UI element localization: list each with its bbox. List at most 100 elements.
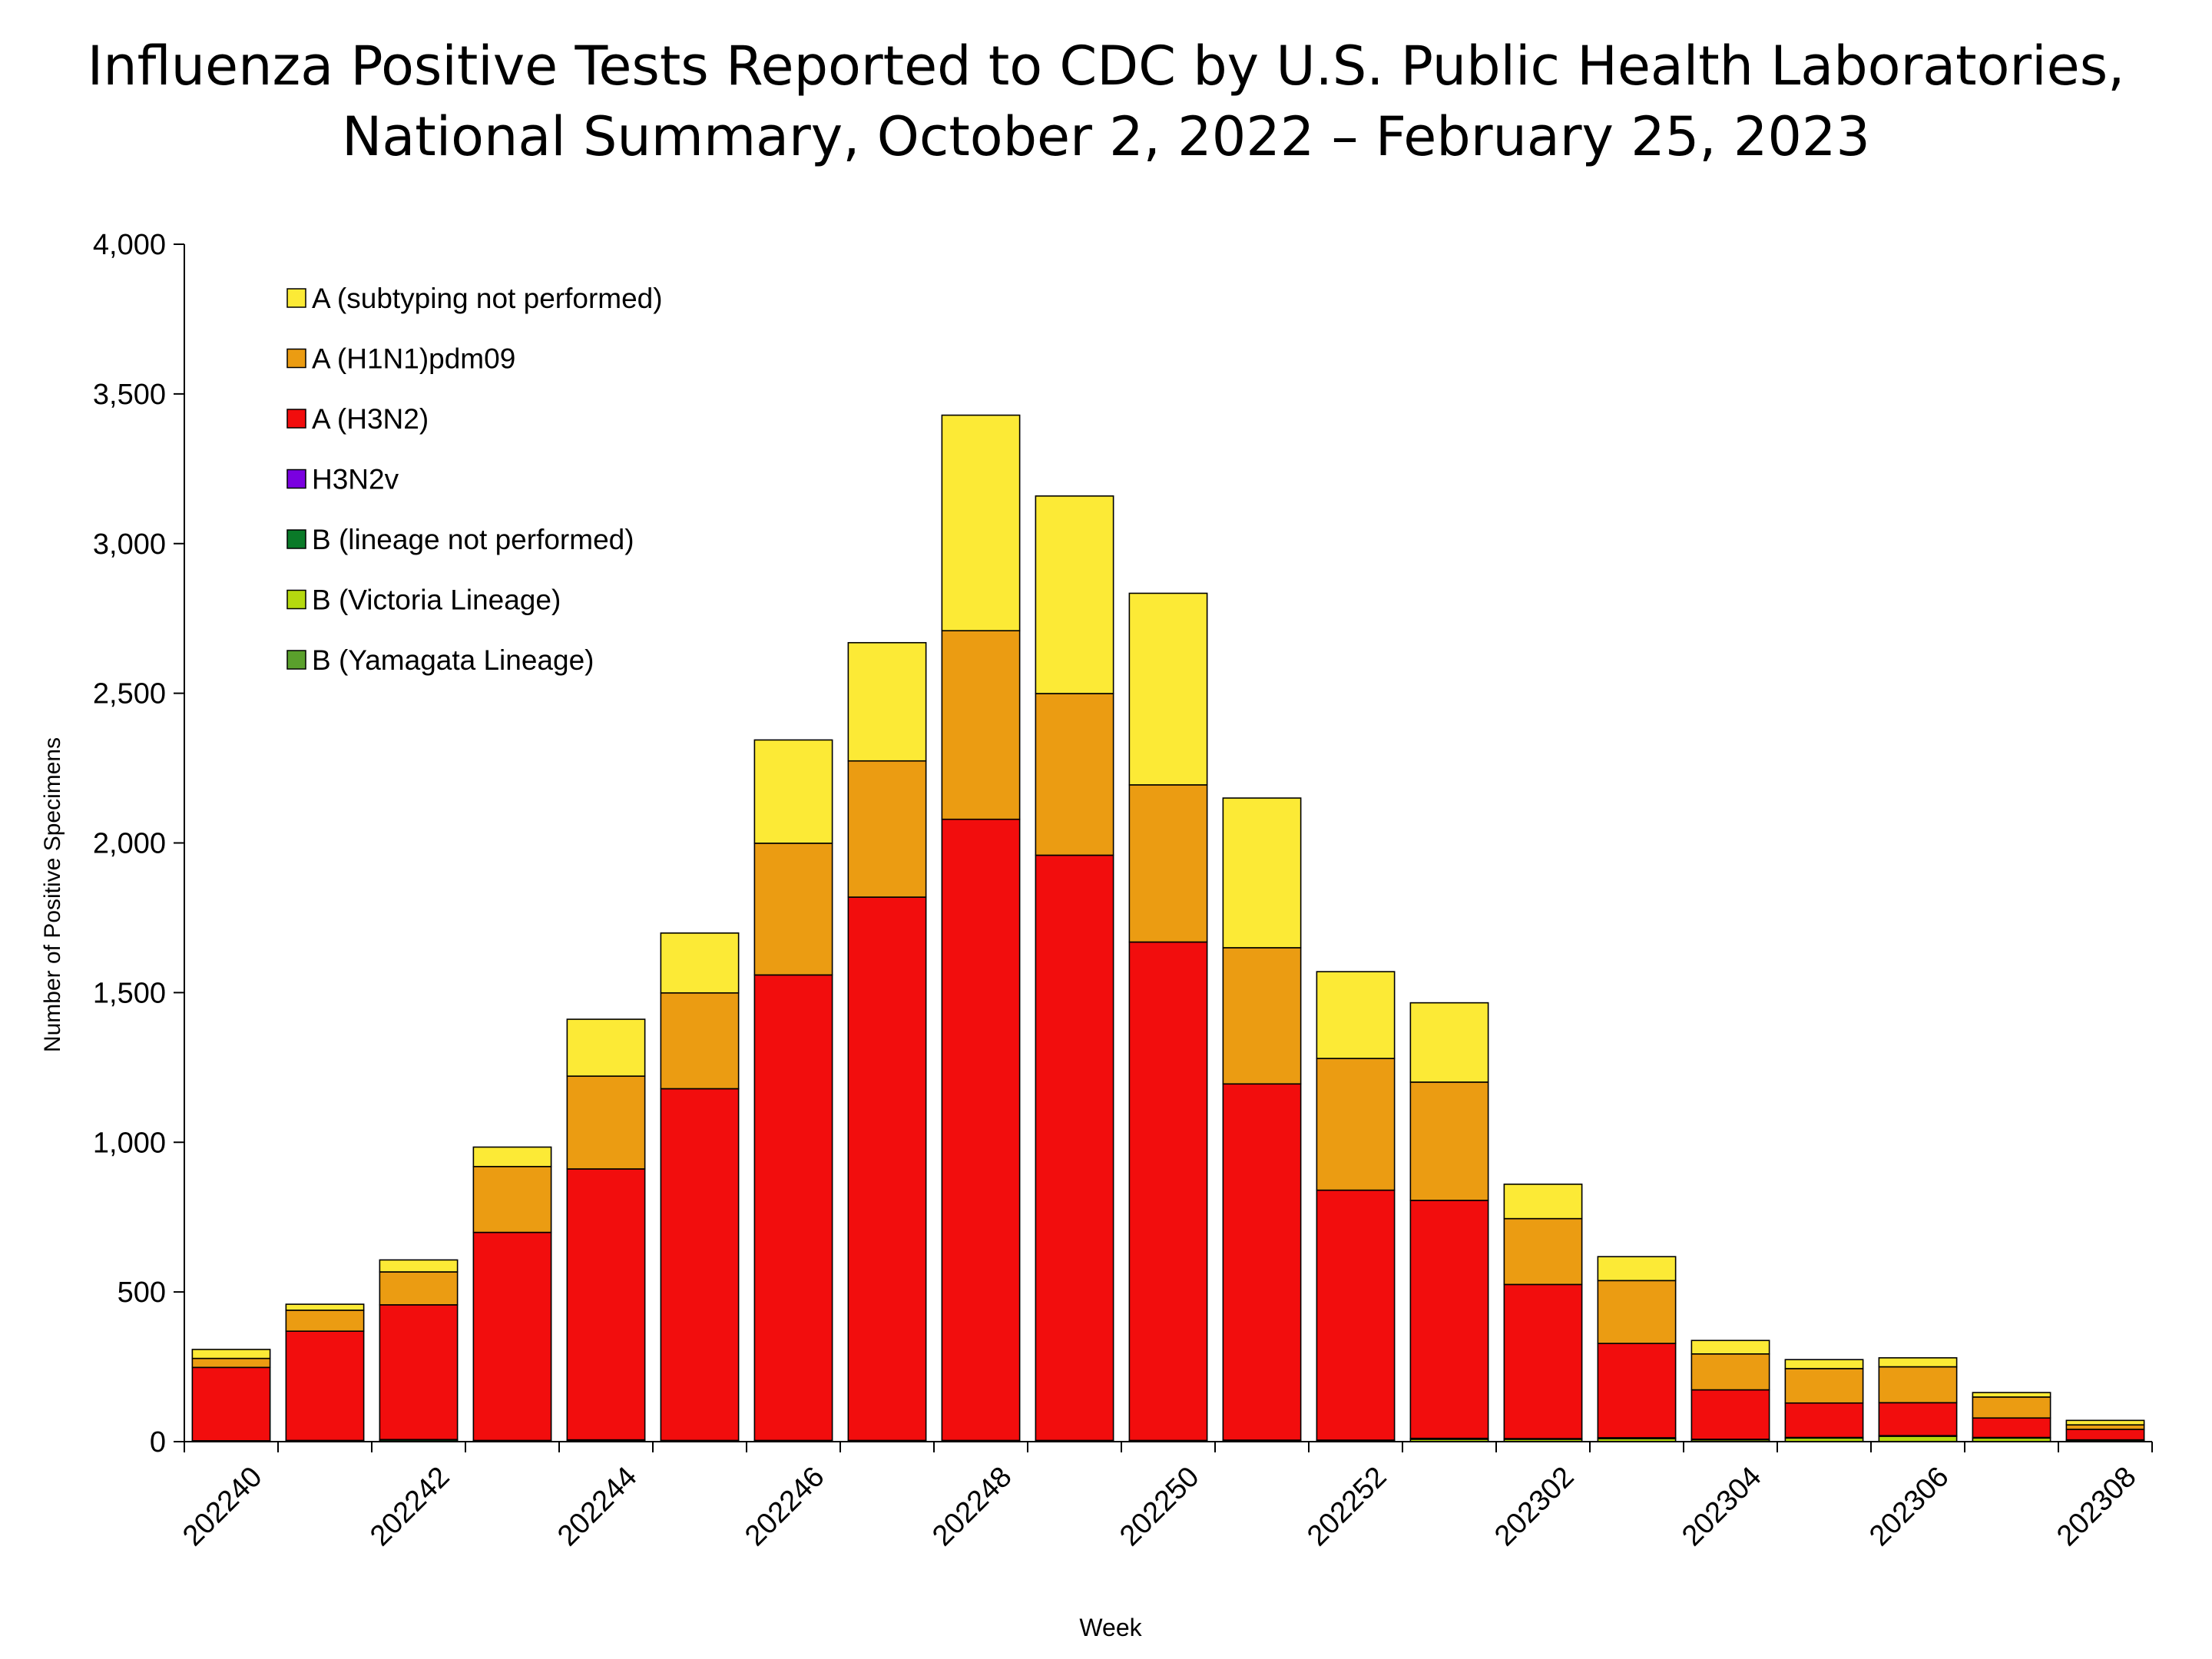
bar-segment-202243-s6 bbox=[472, 1146, 552, 1167]
y-tick-label: 4,000 bbox=[93, 229, 166, 261]
bar-segment-202250-s6 bbox=[1128, 592, 1208, 786]
x-axis-label: Week bbox=[1079, 1614, 1142, 1641]
bar-segment-202241-s5 bbox=[285, 1310, 365, 1332]
bar-segment-202306-s6 bbox=[1878, 1357, 1958, 1368]
x-tick-label: 202244 bbox=[551, 1461, 643, 1552]
bars-layer bbox=[191, 414, 2145, 1442]
bar-segment-202308-s4 bbox=[2065, 1429, 2145, 1441]
bar-segment-202244-s6 bbox=[566, 1018, 646, 1077]
bar-segment-202242-s6 bbox=[379, 1259, 459, 1273]
bar-segment-202241-s6 bbox=[285, 1303, 365, 1311]
x-tick-label: 202252 bbox=[1301, 1461, 1392, 1552]
x-tick-label: 202304 bbox=[1676, 1461, 1767, 1552]
bar-segment-202301-s6 bbox=[1409, 1002, 1489, 1083]
bar-segment-202248-s5 bbox=[941, 630, 1021, 820]
bar-segment-202302-s5 bbox=[1503, 1217, 1583, 1286]
bar-segment-202252-s5 bbox=[1316, 1058, 1396, 1191]
chart-title-line-1: Influenza Positive Tests Reported to CDC… bbox=[87, 35, 2125, 98]
legend-label: B (lineage not performed) bbox=[312, 524, 634, 555]
x-tick-label: 202242 bbox=[364, 1461, 455, 1552]
bar-segment-202245-s4 bbox=[660, 1088, 740, 1442]
legend-swatch bbox=[286, 529, 306, 549]
y-tick-label: 1,000 bbox=[93, 1127, 166, 1159]
x-tick-label: 202306 bbox=[1863, 1461, 1955, 1552]
legend-swatch bbox=[286, 288, 306, 308]
bar-segment-202246-s6 bbox=[753, 739, 833, 844]
bar-segment-202304-s4 bbox=[1690, 1389, 1770, 1440]
bar-segment-202308-s5 bbox=[2065, 1424, 2145, 1430]
x-tick-label: 202246 bbox=[739, 1461, 830, 1552]
bar-segment-202251-s5 bbox=[1222, 947, 1302, 1085]
bar-segment-202242-s4 bbox=[379, 1304, 459, 1441]
legend-swatch bbox=[286, 589, 306, 610]
bar-segment-202252-s4 bbox=[1316, 1189, 1396, 1441]
bar-segment-202303-s5 bbox=[1597, 1280, 1677, 1344]
bar-segment-202244-s5 bbox=[566, 1075, 646, 1170]
x-tick-label: 202248 bbox=[926, 1461, 1018, 1552]
x-tick-label: 202308 bbox=[2051, 1461, 2142, 1552]
bar-segment-202306-s5 bbox=[1878, 1366, 1958, 1404]
bar-segment-202249-s4 bbox=[1035, 854, 1114, 1442]
bar-segment-202251-s4 bbox=[1222, 1083, 1302, 1441]
y-tick-label: 3,500 bbox=[93, 379, 166, 411]
legend-swatch bbox=[286, 650, 306, 670]
x-tick-label: 202302 bbox=[1488, 1461, 1580, 1552]
bar-segment-202248-s6 bbox=[941, 414, 1021, 631]
legend-swatch bbox=[286, 469, 306, 489]
y-tick-label: 2,500 bbox=[93, 678, 166, 710]
bar-segment-202241-s4 bbox=[285, 1330, 365, 1442]
bar-segment-202305-s6 bbox=[1784, 1359, 1864, 1369]
legend-swatch bbox=[286, 348, 306, 369]
bar-segment-202306-s1 bbox=[1878, 1435, 1958, 1442]
chart-title: Influenza Positive Tests Reported to CDC… bbox=[0, 31, 2212, 172]
bar-segment-202243-s5 bbox=[472, 1166, 552, 1233]
bar-segment-202305-s4 bbox=[1784, 1402, 1864, 1439]
legend-label: A (H1N1)pdm09 bbox=[312, 343, 515, 375]
bar-segment-202246-s5 bbox=[753, 843, 833, 976]
bar-segment-202302-s6 bbox=[1503, 1184, 1583, 1220]
legend-label: B (Yamagata Lineage) bbox=[312, 644, 594, 676]
bar-segment-202240-s5 bbox=[191, 1357, 271, 1369]
chart-title-line-2: National Summary, October 2, 2022 – Febr… bbox=[342, 105, 1870, 168]
bar-segment-202308-s6 bbox=[2065, 1419, 2145, 1426]
y-tick-label: 500 bbox=[118, 1277, 166, 1309]
y-tick-label: 2,000 bbox=[93, 828, 166, 860]
bar-segment-202247-s4 bbox=[847, 896, 927, 1442]
bar-segment-202304-s5 bbox=[1690, 1353, 1770, 1391]
bar-segment-202301-s5 bbox=[1409, 1081, 1489, 1201]
bar-segment-202248-s4 bbox=[941, 818, 1021, 1442]
bar-segment-202240-s4 bbox=[191, 1366, 271, 1442]
bar-segment-202305-s5 bbox=[1784, 1368, 1864, 1404]
legend-label: B (Victoria Lineage) bbox=[312, 584, 561, 616]
bar-segment-202303-s6 bbox=[1597, 1256, 1677, 1282]
bar-segment-202307-s6 bbox=[1972, 1392, 2051, 1398]
bar-segment-202242-s5 bbox=[379, 1271, 459, 1306]
y-axis-label: Number of Positive Specimens bbox=[40, 737, 65, 1052]
bar-segment-202249-s6 bbox=[1035, 495, 1114, 694]
bar-segment-202306-s4 bbox=[1878, 1402, 1958, 1436]
legend: A (subtyping not performed) A (H1N1)pdm09… bbox=[286, 283, 663, 676]
legend-label: A (H3N2) bbox=[312, 403, 429, 435]
bar-segment-202302-s4 bbox=[1503, 1283, 1583, 1439]
bar-segment-202240-s6 bbox=[191, 1349, 271, 1359]
x-tick-label: 202240 bbox=[177, 1461, 268, 1552]
bar-segment-202251-s6 bbox=[1222, 797, 1302, 949]
bar-segment-202249-s5 bbox=[1035, 693, 1114, 856]
bar-segment-202246-s4 bbox=[753, 974, 833, 1442]
bar-segment-202247-s5 bbox=[847, 760, 927, 898]
bar-segment-202245-s6 bbox=[660, 932, 740, 994]
bar-segment-202250-s4 bbox=[1128, 941, 1208, 1442]
x-tick-label: 202250 bbox=[1114, 1461, 1205, 1552]
bar-segment-202307-s5 bbox=[1972, 1396, 2051, 1419]
bar-segment-202247-s6 bbox=[847, 641, 927, 762]
bar-segment-202303-s4 bbox=[1597, 1343, 1677, 1439]
y-tick-label: 3,000 bbox=[93, 528, 166, 561]
bar-segment-202307-s4 bbox=[1972, 1417, 2051, 1439]
y-tick-label: 0 bbox=[150, 1426, 166, 1459]
bar-segment-202301-s4 bbox=[1409, 1200, 1489, 1439]
bar-segment-202250-s5 bbox=[1128, 784, 1208, 943]
bar-segment-202244-s4 bbox=[566, 1168, 646, 1441]
y-tick-label: 1,500 bbox=[93, 977, 166, 1009]
bar-segment-202245-s5 bbox=[660, 992, 740, 1090]
